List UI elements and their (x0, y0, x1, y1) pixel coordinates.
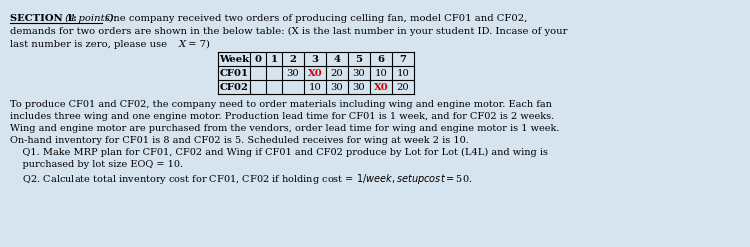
Text: 1: 1 (271, 55, 278, 63)
Text: 5: 5 (356, 55, 362, 63)
Text: 0: 0 (254, 55, 262, 63)
Text: last number is zero, please use: last number is zero, please use (10, 40, 170, 49)
Text: (4 points):: (4 points): (62, 14, 117, 23)
Text: Q2. Calculate total inventory cost for CF01, CF02 if holding cost = $1/week, set: Q2. Calculate total inventory cost for C… (10, 172, 472, 186)
Text: X0: X0 (308, 68, 322, 78)
Text: includes three wing and one engine motor. Production lead time for CF01 is 1 wee: includes three wing and one engine motor… (10, 112, 554, 121)
Text: 30: 30 (331, 82, 344, 91)
Text: demands for two orders are shown in the below table: (X is the last number in yo: demands for two orders are shown in the … (10, 27, 568, 36)
Text: 20: 20 (397, 82, 410, 91)
Text: 3: 3 (311, 55, 319, 63)
Text: 30: 30 (352, 82, 365, 91)
Text: Q1. Make MRP plan for CF01, CF02 and Wing if CF01 and CF02 produce by Lot for Lo: Q1. Make MRP plan for CF01, CF02 and Win… (10, 148, 548, 157)
Text: 10: 10 (308, 82, 322, 91)
Text: 10: 10 (374, 68, 388, 78)
Text: 30: 30 (286, 68, 299, 78)
Text: 7: 7 (400, 55, 406, 63)
Text: On-hand inventory for CF01 is 8 and CF02 is 5. Scheduled receives for wing at we: On-hand inventory for CF01 is 8 and CF02… (10, 136, 469, 145)
Text: = 7): = 7) (185, 40, 210, 49)
Text: X0: X0 (374, 82, 388, 91)
Text: 2: 2 (290, 55, 296, 63)
Text: purchased by lot size EOQ = 10.: purchased by lot size EOQ = 10. (10, 160, 183, 169)
Text: To produce CF01 and CF02, the company need to order materials including wing and: To produce CF01 and CF02, the company ne… (10, 100, 552, 109)
Text: One company received two orders of producing celling fan, model CF01 and CF02,: One company received two orders of produ… (102, 14, 527, 23)
Text: SECTION 1:: SECTION 1: (10, 14, 76, 23)
Text: X: X (179, 40, 186, 49)
Text: 20: 20 (331, 68, 344, 78)
Text: Week: Week (219, 55, 249, 63)
Text: CF01: CF01 (220, 68, 248, 78)
Text: 4: 4 (334, 55, 340, 63)
Text: 6: 6 (377, 55, 385, 63)
Text: 10: 10 (397, 68, 410, 78)
Text: 30: 30 (352, 68, 365, 78)
Text: Wing and engine motor are purchased from the vendors, order lead time for wing a: Wing and engine motor are purchased from… (10, 124, 560, 133)
Text: CF02: CF02 (220, 82, 248, 91)
